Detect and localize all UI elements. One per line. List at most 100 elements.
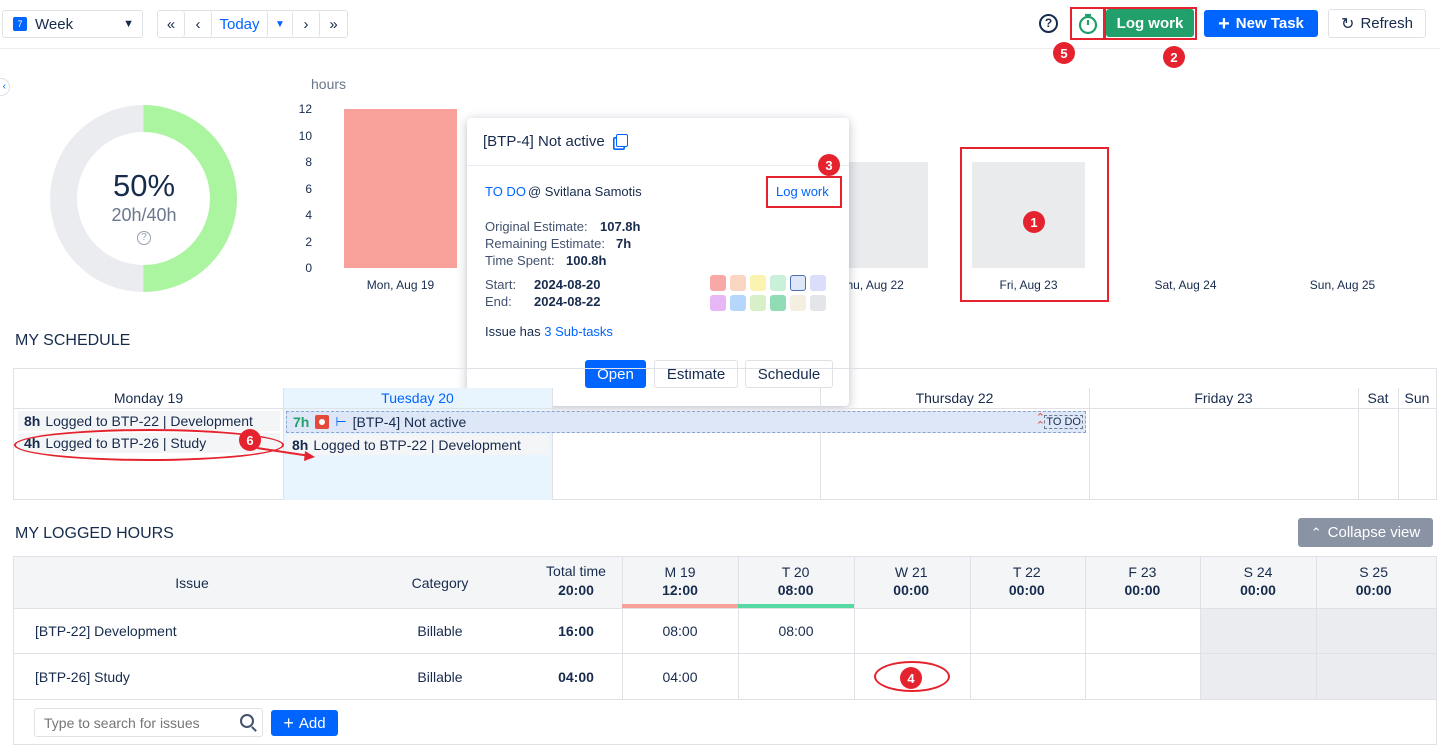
weekend-bg-sat <box>1200 608 1316 700</box>
sched-item-mon-1[interactable]: 8h Logged to BTP-22 | Development <box>18 411 280 431</box>
popup-status-link[interactable]: TO DO <box>485 184 526 199</box>
view-select[interactable]: 7 Week ▼ <box>2 10 143 38</box>
sched-task-bar[interactable]: 7h ⊢ [BTP-4] Not active ⌃ ⌃ TO DO <box>286 411 1086 433</box>
remaining-estimate-label: Remaining Estimate: <box>485 236 605 251</box>
start-value: 2024-08-20 <box>534 277 601 292</box>
popup-log-work-link[interactable]: Log work <box>776 184 829 199</box>
chart-ytick: 2 <box>305 234 312 249</box>
popup-open-button[interactable]: Open <box>585 360 646 388</box>
logged-col-divider <box>970 557 971 700</box>
annotation-badge-5: 5 <box>1053 42 1075 64</box>
color-swatch[interactable] <box>790 275 806 291</box>
refresh-icon: ↻ <box>1341 15 1355 33</box>
subtasks-link[interactable]: 3 Sub-tasks <box>544 324 613 339</box>
color-swatch[interactable] <box>730 295 746 311</box>
time-spent-label: Time Spent: <box>485 253 555 268</box>
refresh-label: Refresh <box>1360 15 1413 32</box>
col-category: Category <box>411 575 469 591</box>
schedule-col-divider <box>1398 388 1399 499</box>
day-header-total: 00:00 <box>1124 582 1161 598</box>
col-issue: Issue <box>175 575 209 591</box>
schedule-col-divider <box>552 388 553 499</box>
chart-logged-bar[interactable] <box>344 109 457 268</box>
color-swatch[interactable] <box>810 295 826 311</box>
color-swatch[interactable] <box>810 275 826 291</box>
row2-mon[interactable]: 04:00 <box>662 669 698 685</box>
sched-item-tue-1[interactable]: 8h Logged to BTP-22 | Development <box>287 435 549 455</box>
issue-popup <box>467 118 849 406</box>
issue-search-field[interactable] <box>34 708 263 737</box>
day-header-label: M 19 <box>664 564 696 580</box>
top-divider <box>0 48 1440 49</box>
row1-tue[interactable]: 08:00 <box>778 623 814 639</box>
popup-estimate-button[interactable]: Estimate <box>654 360 738 388</box>
annotation-box-timer <box>1070 7 1105 40</box>
end-value: 2024-08-22 <box>534 294 601 309</box>
collapse-view-label: Collapse view <box>1327 524 1421 541</box>
logged-row-divider <box>14 608 1436 609</box>
sched-item-label: Logged to BTP-22 | Development <box>313 437 521 453</box>
copy-icon[interactable] <box>616 134 628 147</box>
right-icon[interactable]: › <box>293 11 320 37</box>
color-swatch[interactable] <box>750 275 766 291</box>
left-icon[interactable]: ‹ <box>185 11 212 37</box>
view-select-value: Week <box>35 15 74 33</box>
day-header-label: S 25 <box>1359 564 1388 580</box>
color-swatch[interactable] <box>730 275 746 291</box>
color-swatch[interactable] <box>790 295 806 311</box>
chevron-up-icon: ⌃ <box>1310 524 1322 540</box>
annotation-badge-2: 2 <box>1163 46 1185 68</box>
color-swatch[interactable] <box>770 275 786 291</box>
annotation-badge-6: 6 <box>239 429 261 451</box>
timer-button[interactable] <box>1073 10 1103 38</box>
stopwatch-icon <box>1078 13 1098 35</box>
collapse-view-button[interactable]: ⌃ Collapse view <box>1298 518 1433 547</box>
chart-ytick: 0 <box>305 261 312 275</box>
annotation-badge-3: 3 <box>818 154 840 176</box>
row2-category: Billable <box>417 669 463 685</box>
refresh-button[interactable]: ↻ Refresh <box>1328 9 1426 38</box>
task-type-icon <box>315 415 330 429</box>
help-icon[interactable]: ? <box>1039 14 1058 33</box>
row1-category: Billable <box>417 623 463 639</box>
logged-row-divider <box>14 653 1436 654</box>
row1-mon[interactable]: 08:00 <box>662 623 698 639</box>
double-left-icon[interactable]: « <box>158 11 185 37</box>
remaining-estimate-value: 7h <box>616 236 632 251</box>
chevron-down-icon: ▼ <box>123 18 134 30</box>
task-title: [BTP-4] Not active <box>352 414 467 430</box>
progress-help-icon[interactable]: ? <box>137 231 151 245</box>
popup-title: [BTP-4] Not active <box>483 133 605 150</box>
color-swatch[interactable] <box>750 295 766 311</box>
schedule-header-divider <box>14 408 1436 409</box>
row1-issue[interactable]: [BTP-22] Development <box>35 623 177 639</box>
popup-schedule-button[interactable]: Schedule <box>745 360 833 388</box>
plus-icon: + <box>283 712 294 733</box>
issue-search-input[interactable] <box>44 714 224 731</box>
weekend-bg-sun <box>1316 608 1436 700</box>
collapse-sidebar-icon[interactable]: ‹ <box>0 78 10 96</box>
day-header-total: 12:00 <box>662 582 698 598</box>
day-header-label: T 20 <box>781 564 810 580</box>
logged-header-bg <box>14 557 1436 608</box>
day-header-total: 00:00 <box>893 582 930 598</box>
popup-assignee: @ Svitlana Samotis <box>528 184 642 199</box>
today-button[interactable]: Today <box>212 11 268 37</box>
color-swatch[interactable] <box>770 295 786 311</box>
today-dropdown-icon[interactable]: ▼ <box>268 11 293 37</box>
sched-day-thu: Thursday 22 <box>915 390 994 406</box>
new-task-button[interactable]: + New Task <box>1204 10 1318 37</box>
progress-donut <box>50 105 237 292</box>
double-right-icon[interactable]: » <box>320 11 347 37</box>
color-swatch[interactable] <box>710 275 726 291</box>
original-estimate-value: 107.8h <box>600 219 641 234</box>
add-issue-button[interactable]: + Add <box>271 710 338 736</box>
day-header-label: S 24 <box>1243 564 1273 580</box>
row2-issue[interactable]: [BTP-26] Study <box>35 669 130 685</box>
log-work-button[interactable]: Log work <box>1106 9 1194 37</box>
chart-ytick: 12 <box>298 102 312 116</box>
color-swatch[interactable] <box>710 295 726 311</box>
sched-day-sun: Sun <box>1404 390 1430 406</box>
chart-xlabel: Fri, Aug 23 <box>999 278 1058 292</box>
plus-icon: + <box>1218 12 1230 35</box>
